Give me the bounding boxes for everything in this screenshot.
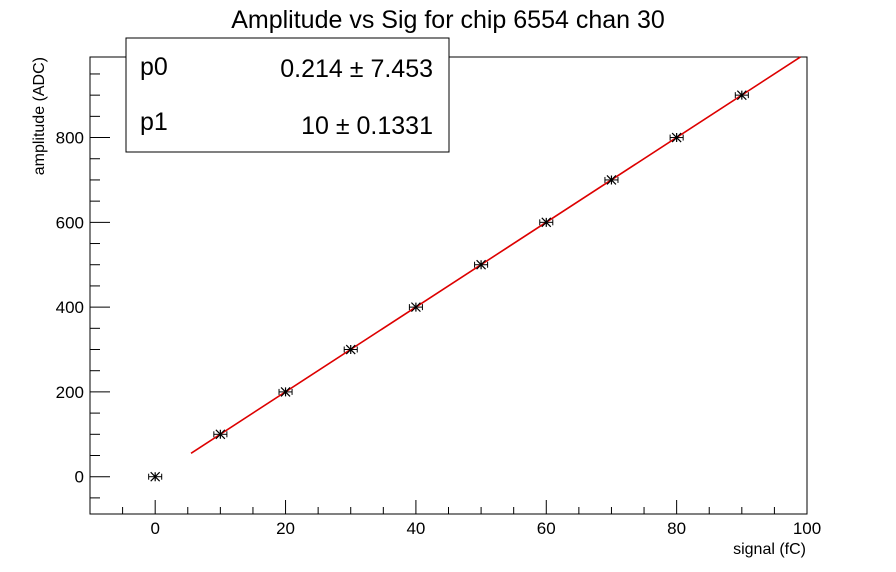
stats-p0-name: p0 [140,53,168,81]
y-tick-label: 200 [56,383,84,402]
data-point [148,471,163,482]
star-marker [736,90,747,101]
data-point [408,302,423,313]
data-points [148,90,749,482]
star-marker [280,386,291,397]
star-marker [476,259,487,270]
star-marker [671,132,682,143]
star-marker [410,302,421,313]
x-tick-label: 20 [276,519,295,538]
x-tick-label: 0 [150,519,159,538]
data-point [474,259,489,270]
y-axis-label: amplitude (ADC) [31,57,48,175]
stats-box: p0 0.214 ± 7.453 p1 10 ± 0.1331 [125,37,450,153]
fit-layer [190,56,801,454]
star-marker [606,175,617,185]
star-marker [345,344,356,355]
fit-line [190,56,801,454]
data-point [604,175,619,185]
star-marker [215,429,226,440]
data-point [539,217,554,228]
x-tick-label: 60 [537,519,556,538]
data-point [669,132,684,143]
y-tick-label: 600 [56,213,84,232]
data-point [278,386,293,397]
chart-title: Amplitude vs Sig for chip 6554 chan 30 [231,6,665,34]
data-point [343,344,358,355]
x-tick-label: 40 [406,519,425,538]
x-tick-label: 80 [667,519,686,538]
stats-p1-name: p1 [140,108,168,136]
axes: 0 20 40 60 80 100 0 200 400 600 800 [56,73,821,538]
data-point [734,90,749,101]
y-tick-label: 400 [56,298,84,317]
star-marker [150,471,161,482]
data-point [213,429,228,440]
stats-p0-value: 0.214 ± 7.453 [280,55,433,83]
y-tick-label: 800 [56,129,84,148]
stats-box-frame [125,37,450,153]
x-tick-label: 100 [793,519,821,538]
stats-p1-value: 10 ± 0.1331 [301,112,433,140]
y-tick-label: 0 [75,468,84,487]
x-axis-label: signal (fC) [733,541,806,558]
star-marker [541,217,552,228]
